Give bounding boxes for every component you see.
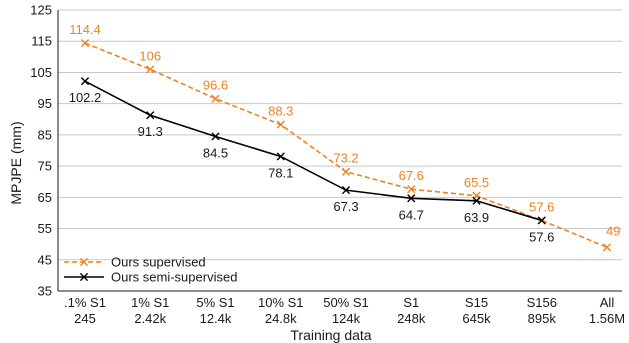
x-tick-label-line: 5% S1 [196,295,234,310]
data-point-marker [146,65,155,74]
data-label-supervised: 67.6 [399,168,424,183]
legend-marker [79,257,89,267]
x-tick-label: 10% S1 24.8k [258,295,304,326]
data-label-semi-supervised: 64.7 [399,207,424,222]
y-tick-label: 85 [38,127,52,142]
data-point-marker [472,196,481,205]
data-point-marker [276,152,285,161]
data-label-semi-supervised: 91.3 [138,124,163,139]
y-axis-title: MPJPE (mm) [8,121,24,204]
x-tick-label: 1% S1 2.42k [131,295,169,326]
data-point-marker [602,243,612,252]
y-tick-label: 55 [38,221,52,236]
data-point-marker [276,120,285,129]
data-label-semi-supervised: 102.2 [69,90,102,105]
x-tick-label: .1% S1 245 [64,295,106,326]
x-tick-label-line: 124k [332,311,361,326]
data-point-marker [407,194,416,203]
legend-entry-label: Ours semi-supervised [111,270,237,285]
series-layer [80,39,612,252]
x-tick-label: All 1.56M [589,295,625,326]
x-tick-label-line: 24.8k [265,311,297,326]
x-tick-label: S15 645k [462,295,491,326]
data-point-marker [341,167,351,176]
y-tick-label: 115 [31,34,52,49]
y-tick-label: 105 [30,65,52,80]
data-point-marker [407,185,416,194]
data-label-semi-supervised: 84.5 [203,145,228,160]
x-tick-label-line: 50% S1 [323,295,369,310]
data-label-semi-supervised: 63.9 [464,210,489,225]
x-tick-label-line: 10% S1 [258,295,304,310]
x-tick-label: 50% S1 124k [323,295,369,326]
x-tick-label-line: S1 [403,295,419,310]
data-point-marker [211,94,220,103]
series-line-ours-semi-supervised [84,80,542,222]
x-tick-label-line: .1% S1 [64,295,106,310]
y-tick-label: 75 [38,159,52,174]
x-tick-label-line: S15 [465,295,488,310]
x-tick-label-line: 1% S1 [131,295,169,310]
data-point-marker [211,132,220,141]
x-tick-label-line: 245 [74,311,96,326]
y-tick-label: 65 [38,190,52,205]
x-tick-label-line: 248k [397,311,426,326]
data-point-marker [146,111,155,120]
y-tick-label: 125 [30,3,52,18]
y-tick-label: 45 [38,252,52,267]
data-label-layer: 114.4 106 96.6 88.3 73.2 67.6 65.5 57.6 49 102.2 9… [69,22,621,244]
y-tick-label: 35 [38,284,52,299]
y-tick-label: 95 [38,96,52,111]
data-point-marker [537,216,546,225]
data-label-supervised: 65.5 [464,175,489,190]
grid-layer [58,9,622,292]
x-tick-label-line: S156 [527,295,557,310]
data-label-supervised: 114.4 [69,22,101,37]
x-tick-label-line: 1.56M [589,311,625,326]
data-label-semi-supervised: 57.6 [529,229,554,244]
x-tick-label: 5% S1 12.4k [196,295,234,326]
data-point-marker [341,186,351,195]
data-label-supervised: 57.6 [529,199,554,214]
data-label-supervised: 49 [606,223,620,238]
data-label-supervised: 106 [139,48,161,63]
axis-layer: 35 45 55 65 75 85 95 105 115 125 .1% S1 245 1% S1 2.4… [30,3,625,327]
data-point-marker [80,39,90,48]
x-tick-label-line: All [600,295,615,310]
x-tick-label-line: 2.42k [134,311,166,326]
data-label-supervised: 73.2 [333,151,358,166]
data-label-supervised: 88.3 [268,104,293,119]
x-tick-label-line: 645k [462,311,491,326]
x-tick-label-line: 12.4k [200,311,232,326]
x-tick-label: S1 248k [397,295,426,326]
x-tick-label-line: 895k [528,311,557,326]
legend-entry-label: Ours supervised [111,255,206,270]
x-axis-title: Training data [290,327,371,343]
data-label-supervised: 96.6 [203,78,228,93]
data-label-semi-supervised: 78.1 [268,165,293,180]
x-tick-label: S156 895k [527,295,557,326]
legend-marker [79,272,89,282]
data-point-marker [80,77,90,86]
data-label-semi-supervised: 67.3 [333,199,358,214]
